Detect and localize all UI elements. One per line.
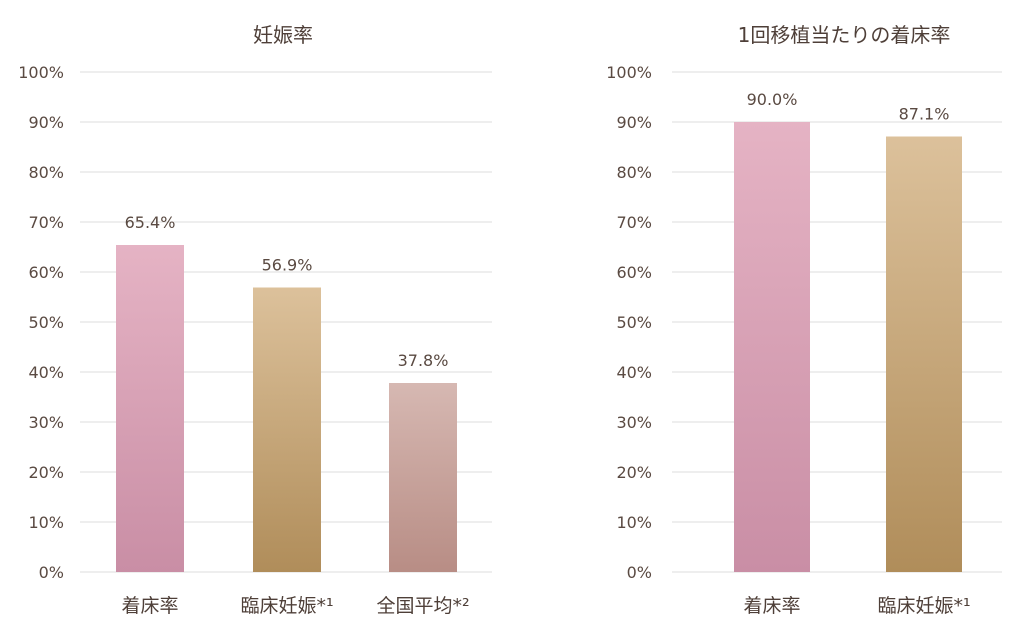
data-label: 90.0% — [747, 90, 798, 109]
y-tick-label: 70% — [616, 213, 652, 232]
y-tick-label: 40% — [616, 363, 652, 382]
y-tick-label: 90% — [28, 113, 64, 132]
x-category-label: 臨床妊娠*¹ — [240, 595, 333, 617]
y-tick-label: 20% — [616, 463, 652, 482]
y-tick-label: 0% — [39, 563, 64, 582]
bar — [253, 287, 321, 572]
y-tick-label: 50% — [616, 313, 652, 332]
y-tick-label: 70% — [28, 213, 64, 232]
y-tick-label: 60% — [28, 263, 64, 282]
y-tick-label: 80% — [28, 163, 64, 182]
y-tick-label: 0% — [627, 563, 652, 582]
x-category-label: 着床率 — [743, 595, 800, 617]
y-tick-label: 20% — [28, 463, 64, 482]
chart-svg-implantation-per-transfer: 1回移植当たりの着床率 0% 10% 20% 30% 40% 50% 60% 70% 80% 90%… — [606, 23, 1002, 617]
bar — [734, 122, 810, 572]
x-category-label: 臨床妊娠*¹ — [877, 595, 970, 617]
y-tick-label: 50% — [28, 313, 64, 332]
y-tick-label: 100% — [606, 63, 652, 82]
x-category-label: 全国平均*² — [376, 595, 469, 617]
bar — [389, 383, 457, 572]
bar — [116, 245, 184, 572]
chart-title: 1回移植当たりの着床率 — [738, 23, 951, 47]
y-tick-label: 40% — [28, 363, 64, 382]
chart-svg-pregnancy-rate: 妊娠率 0% 10% 20% 30% 40% 50% 60% 70% 80% 90% 100% 65.4… — [18, 23, 492, 617]
y-tick-label: 30% — [616, 413, 652, 432]
y-tick-label: 60% — [616, 263, 652, 282]
y-tick-label: 30% — [28, 413, 64, 432]
data-label: 37.8% — [398, 351, 449, 370]
data-label: 56.9% — [262, 256, 313, 275]
y-tick-label: 80% — [616, 163, 652, 182]
chart-implantation-per-transfer: 1回移植当たりの着床率 0% 10% 20% 30% 40% 50% 60% 70% 80% 90%… — [512, 0, 1024, 637]
data-label: 87.1% — [899, 105, 950, 124]
y-tick-label: 10% — [28, 513, 64, 532]
x-category-label: 着床率 — [121, 595, 178, 617]
y-tick-label: 10% — [616, 513, 652, 532]
chart-pregnancy-rate: 妊娠率 0% 10% 20% 30% 40% 50% 60% 70% 80% 90% 100% 65.4… — [18, 23, 492, 617]
data-label: 65.4% — [125, 213, 176, 232]
chart-title: 妊娠率 — [253, 23, 313, 47]
bar — [886, 136, 962, 572]
y-tick-label: 100% — [18, 63, 64, 82]
y-tick-label: 90% — [616, 113, 652, 132]
